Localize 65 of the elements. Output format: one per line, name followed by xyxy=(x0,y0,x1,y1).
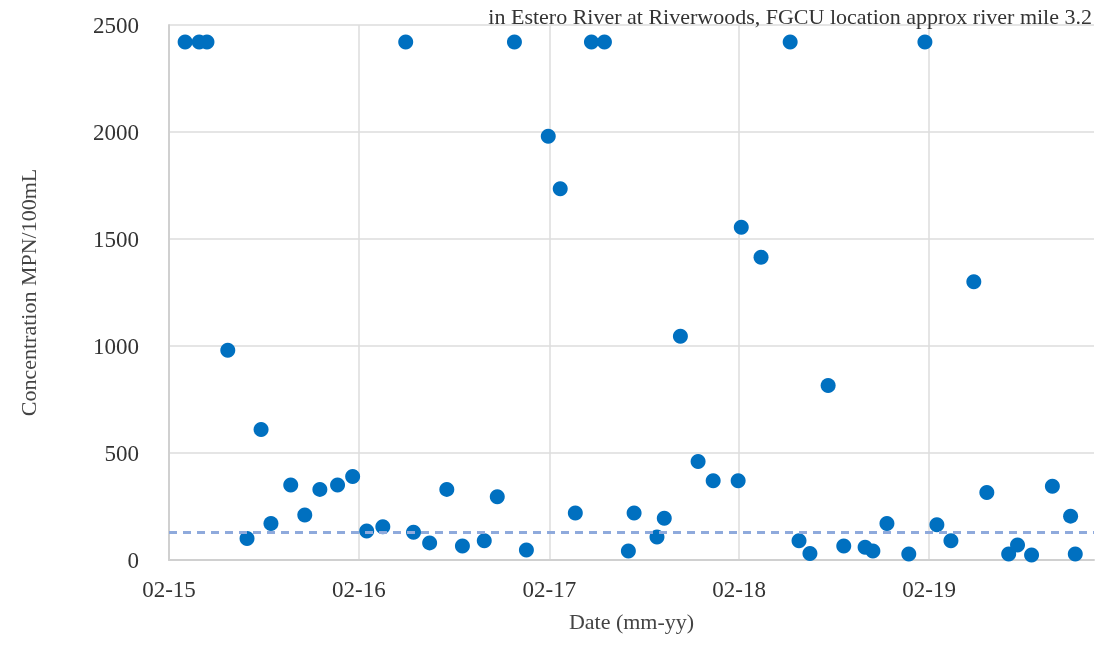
point xyxy=(552,181,568,197)
point xyxy=(297,507,313,523)
point xyxy=(979,485,995,501)
point xyxy=(753,249,769,265)
point xyxy=(506,34,522,50)
point xyxy=(596,34,612,50)
x-tick-label: 02-16 xyxy=(332,577,386,602)
point xyxy=(263,516,279,532)
point xyxy=(439,481,455,497)
point xyxy=(220,342,236,358)
point xyxy=(1010,537,1026,553)
point xyxy=(345,469,361,485)
point xyxy=(620,543,636,559)
point xyxy=(489,489,505,505)
point xyxy=(733,219,749,235)
y-tick-label: 2500 xyxy=(93,12,139,38)
point xyxy=(540,128,556,144)
point xyxy=(567,505,583,521)
point xyxy=(879,516,895,532)
point xyxy=(690,454,706,470)
point xyxy=(1024,547,1040,563)
y-axis-title: Concentration MPN/100mL xyxy=(15,168,41,417)
point xyxy=(836,538,852,554)
point xyxy=(330,477,346,493)
point xyxy=(1063,508,1079,524)
point xyxy=(929,517,945,533)
point xyxy=(917,34,933,50)
point xyxy=(656,510,672,526)
y-tick-label: 0 xyxy=(127,547,139,573)
chart-title: in Estero River at Riverwoods, FGCU location approx river mile 3.2 xyxy=(488,3,1092,29)
y-tick-label: 2000 xyxy=(93,119,139,145)
point xyxy=(705,473,721,489)
point xyxy=(730,473,746,489)
point xyxy=(901,546,917,562)
x-tick-label: 02-18 xyxy=(712,577,767,602)
point xyxy=(1044,478,1060,494)
point xyxy=(626,505,642,521)
point xyxy=(782,34,798,50)
point xyxy=(312,481,328,497)
point xyxy=(820,378,836,394)
y-tick-label: 1000 xyxy=(93,333,139,359)
point xyxy=(802,546,818,562)
x-tick-label: 02-15 xyxy=(142,577,196,602)
point xyxy=(454,538,470,554)
point xyxy=(476,533,492,549)
x-axis-title: Date (mm-yy) xyxy=(568,608,695,634)
point xyxy=(791,533,807,549)
x-tick-label: 02-19 xyxy=(902,577,956,602)
point xyxy=(865,543,881,559)
point xyxy=(253,421,269,437)
point xyxy=(1001,546,1017,562)
point xyxy=(177,34,193,50)
point xyxy=(518,542,534,558)
y-tick-label: 500 xyxy=(104,440,139,466)
y-tick-label: 1500 xyxy=(93,226,139,252)
point xyxy=(283,477,299,493)
x-tick-label: 02-17 xyxy=(522,577,577,602)
point xyxy=(672,328,688,344)
point xyxy=(966,274,982,290)
point xyxy=(583,34,599,50)
point xyxy=(239,531,255,547)
point xyxy=(1067,546,1083,562)
point xyxy=(422,535,438,551)
point xyxy=(943,533,959,549)
point xyxy=(398,34,414,50)
